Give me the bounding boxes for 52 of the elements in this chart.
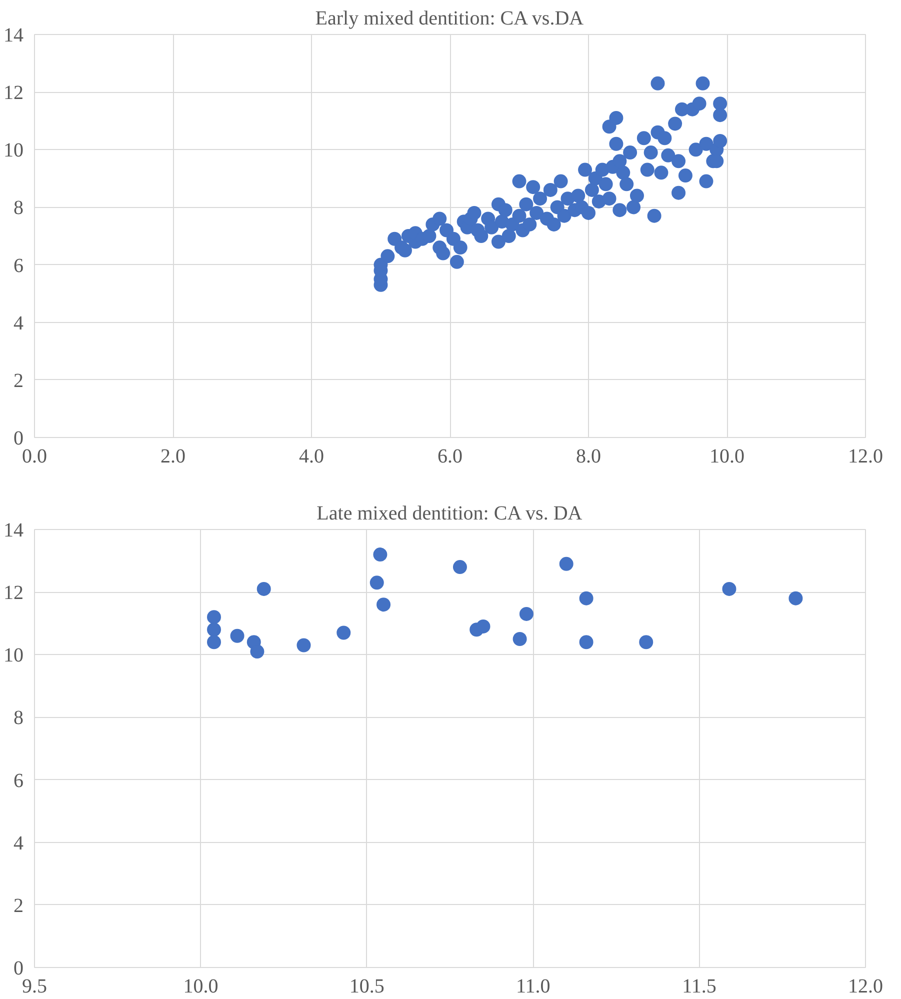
point (256, 582, 271, 596)
x-tick-label: 12.0 (848, 976, 883, 998)
x-tick-label: 4.0 (299, 446, 324, 468)
x-tick-label: 10.5 (349, 976, 384, 998)
point (579, 591, 594, 606)
chart-title: Early mixed dentition: CA vs.DA (315, 8, 584, 30)
point (519, 606, 534, 621)
y-tick-label: 10 (4, 140, 24, 162)
x-tick-label: 0.0 (22, 446, 47, 468)
point (559, 556, 574, 571)
y-tick-label: 12 (4, 82, 24, 104)
y-tick-label: 8 (14, 197, 24, 220)
y-tick-label: 6 (14, 254, 24, 277)
point (296, 638, 311, 652)
y-tick-label: 4 (14, 832, 24, 854)
x-tick-label: 10.0 (710, 446, 744, 468)
point (336, 626, 351, 640)
x-tick-label: 8.0 (576, 446, 601, 468)
point (579, 635, 594, 650)
y-tick-label: 10 (4, 644, 24, 667)
y-tick-label: 8 (14, 707, 24, 730)
point (206, 610, 221, 624)
point (250, 644, 264, 658)
x-tick-label: 11.0 (516, 976, 550, 998)
y-tick-label: 0 (14, 958, 24, 980)
x-tick-label: 12.0 (848, 446, 883, 468)
x-tick-label: 10.0 (183, 976, 218, 998)
x-tick-label: 2.0 (160, 446, 186, 468)
point (376, 598, 391, 612)
point (230, 628, 244, 643)
y-tick-label: 4 (14, 312, 24, 334)
point (206, 635, 221, 650)
point (788, 591, 803, 606)
y-tick-label: 14 (4, 24, 24, 46)
point (452, 560, 467, 574)
x-tick-label: 11.5 (682, 976, 716, 998)
y-tick-label: 14 (4, 520, 24, 542)
point (639, 635, 654, 650)
y-tick-label: 2 (14, 370, 24, 392)
y-tick-label: 2 (14, 894, 24, 917)
chart-title: Late mixed dentition: CA vs. DA (316, 502, 583, 524)
point (722, 582, 736, 596)
y-tick-label: 6 (14, 770, 24, 792)
x-tick-label: 9.5 (22, 976, 47, 998)
point (512, 632, 527, 646)
point (373, 548, 388, 562)
point (206, 622, 221, 637)
x-tick-label: 6.0 (438, 446, 462, 468)
point (476, 620, 490, 634)
y-tick-label: 12 (4, 582, 24, 604)
y-tick-label: 0 (14, 428, 24, 450)
point (370, 576, 384, 590)
